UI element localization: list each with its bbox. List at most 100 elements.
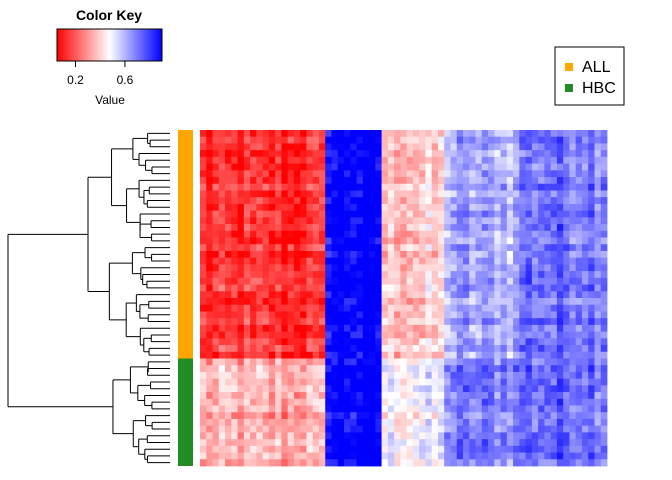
heatmap-cell <box>306 418 314 427</box>
heatmap-cell <box>488 197 495 205</box>
heatmap-cell <box>212 392 220 400</box>
heatmap-cell <box>356 271 364 279</box>
heatmap-cell <box>362 405 370 413</box>
heatmap-cell <box>531 358 539 366</box>
heatmap-cell <box>531 445 539 453</box>
heatmap-cell <box>488 210 495 218</box>
heatmap-cell <box>456 412 464 420</box>
heatmap-cell <box>550 257 558 265</box>
heatmap-cell <box>250 136 257 144</box>
heatmap-cell <box>406 412 414 420</box>
heatmap-cell <box>381 378 389 386</box>
heatmap-cell <box>575 452 583 460</box>
heatmap-cell <box>212 338 220 346</box>
heatmap-cell <box>212 136 220 144</box>
heatmap-cell <box>387 237 395 245</box>
heatmap-cell <box>387 445 395 453</box>
heatmap-cell <box>218 459 226 467</box>
heatmap-cell <box>293 257 301 265</box>
heatmap-cell <box>494 385 501 393</box>
heatmap-cell <box>400 250 408 259</box>
heatmap-cell <box>469 452 476 460</box>
heatmap-cell <box>519 398 526 406</box>
heatmap-cell <box>300 143 307 151</box>
heatmap-cell <box>375 452 382 460</box>
heatmap-cell <box>500 224 508 232</box>
heatmap-cell <box>250 452 257 460</box>
heatmap-cell <box>318 217 326 225</box>
heatmap-cell <box>437 190 445 198</box>
heatmap-cell <box>425 365 433 373</box>
heatmap-cell <box>469 338 476 346</box>
heatmap-cell <box>450 439 458 447</box>
heatmap-cell <box>525 143 533 151</box>
heatmap-cell <box>387 183 395 191</box>
heatmap-cell <box>494 257 501 265</box>
heatmap-cell <box>394 130 401 138</box>
heatmap-cell <box>325 445 332 453</box>
heatmap-cell <box>456 459 464 467</box>
heatmap-cell <box>519 150 526 158</box>
heatmap-cell <box>262 311 270 319</box>
heatmap-cell <box>325 224 332 232</box>
heatmap-cell <box>362 452 370 460</box>
heatmap-cell <box>200 210 207 218</box>
heatmap-cell <box>318 405 326 413</box>
heatmap-cell <box>581 244 589 252</box>
heatmap-cell <box>431 250 439 259</box>
heatmap-cell <box>400 371 408 380</box>
heatmap-cell <box>437 371 445 380</box>
heatmap-cell <box>500 392 508 400</box>
heatmap-cell <box>412 378 420 386</box>
heatmap-cell <box>538 392 545 400</box>
heatmap-cell <box>513 230 520 238</box>
heatmap-cell <box>237 210 245 218</box>
heatmap-cell <box>444 130 451 138</box>
heatmap-cell <box>425 385 433 393</box>
heatmap-cell <box>406 156 414 164</box>
heatmap-cell <box>281 405 289 413</box>
heatmap-cell <box>575 425 583 433</box>
heatmap-cell <box>206 452 213 460</box>
heatmap-cell <box>531 136 539 144</box>
heatmap-cell <box>400 284 408 292</box>
heatmap-cell <box>506 237 514 245</box>
heatmap-cell <box>550 392 558 400</box>
heatmap-cell <box>500 351 508 359</box>
heatmap-cell <box>375 338 382 346</box>
heatmap-cell <box>531 237 539 245</box>
heatmap-cell <box>237 392 245 400</box>
heatmap-cell <box>444 170 451 178</box>
heatmap-cell <box>225 284 232 292</box>
heatmap-cell <box>356 163 364 171</box>
heatmap-cell <box>600 136 608 144</box>
heatmap-cell <box>594 203 602 212</box>
heatmap-cell <box>481 230 489 238</box>
heatmap-cell <box>588 338 595 346</box>
heatmap-cell <box>250 439 257 447</box>
heatmap-cell <box>488 284 495 292</box>
heatmap-cell <box>312 203 320 212</box>
heatmap-cell <box>344 224 351 232</box>
heatmap-cell <box>563 237 570 245</box>
heatmap-cell <box>362 257 370 265</box>
heatmap-cell <box>281 351 289 359</box>
heatmap-cell <box>250 371 257 380</box>
heatmap-cell <box>356 217 364 225</box>
heatmap-cell <box>218 338 226 346</box>
heatmap-cell <box>525 230 533 238</box>
heatmap-cell <box>462 304 470 312</box>
heatmap-cell <box>431 271 439 279</box>
heatmap-cell <box>287 291 295 299</box>
heatmap-cell <box>531 331 539 339</box>
heatmap-cell <box>237 156 245 164</box>
heatmap-cell <box>212 318 220 326</box>
heatmap-cell <box>206 291 213 299</box>
heatmap-cell <box>569 324 577 332</box>
heatmap-cell <box>381 190 389 198</box>
heatmap-cell <box>506 224 514 232</box>
heatmap-cell <box>500 163 508 171</box>
heatmap-cell <box>287 439 295 447</box>
heatmap-cell <box>268 264 276 272</box>
heatmap-cell <box>419 378 426 386</box>
